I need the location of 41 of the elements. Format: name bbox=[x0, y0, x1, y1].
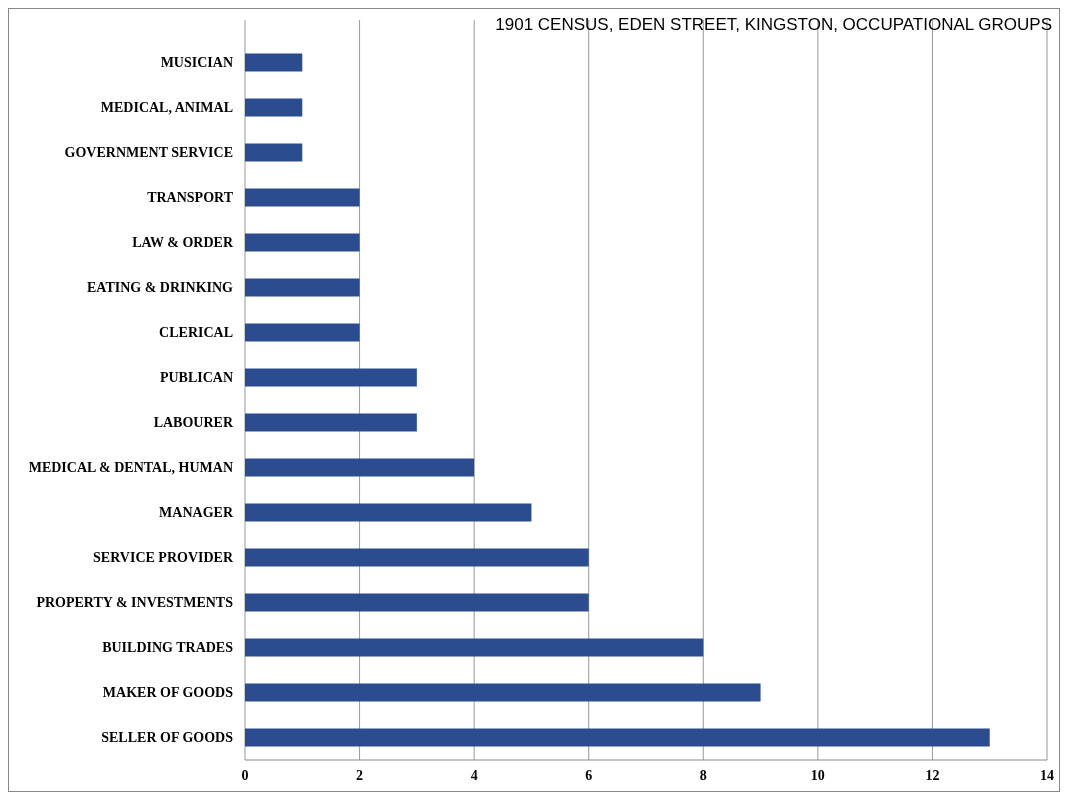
y-tick-label: CLERICAL bbox=[159, 325, 233, 341]
x-tick-label: 14 bbox=[1040, 768, 1054, 783]
bar bbox=[245, 728, 990, 747]
y-tick-label: MANAGER bbox=[159, 505, 234, 521]
bar bbox=[245, 683, 761, 702]
bar bbox=[245, 593, 589, 612]
x-tick-label: 10 bbox=[810, 768, 825, 783]
y-tick-label: EATING & DRINKING bbox=[87, 280, 234, 296]
y-tick-label: MAKER OF GOODS bbox=[102, 685, 234, 701]
bar bbox=[245, 98, 303, 117]
y-tick-label: PUBLICAN bbox=[159, 370, 233, 386]
bar bbox=[245, 413, 417, 432]
bar bbox=[245, 233, 360, 252]
bar bbox=[245, 143, 303, 162]
x-tick-label: 12 bbox=[925, 768, 940, 783]
x-tick-label: 4 bbox=[470, 768, 478, 783]
bar bbox=[245, 53, 303, 72]
x-tick-label: 8 bbox=[699, 768, 707, 783]
y-tick-label: TRANSPORT bbox=[147, 190, 234, 206]
y-tick-label: SELLER OF GOODS bbox=[101, 730, 234, 746]
x-tick-label: 2 bbox=[356, 768, 364, 783]
bar bbox=[245, 368, 417, 387]
bar bbox=[245, 548, 589, 567]
y-tick-label: BUILDING TRADES bbox=[102, 640, 234, 656]
chart-title: 1901 CENSUS, EDEN STREET, KINGSTON, OCCUPATIONAL GROUPS bbox=[495, 15, 1052, 34]
y-tick-label: MUSICIAN bbox=[160, 55, 233, 71]
y-tick-label: LABOURER bbox=[153, 415, 234, 431]
x-tick-label: 0 bbox=[241, 768, 249, 783]
y-tick-label: SERVICE PROVIDER bbox=[93, 550, 234, 566]
bar bbox=[245, 638, 704, 657]
bar bbox=[245, 278, 360, 297]
y-tick-label: PROPERTY & INVESTMENTS bbox=[36, 595, 234, 611]
y-tick-label: LAW & ORDER bbox=[132, 235, 234, 251]
bar bbox=[245, 323, 360, 342]
bar bbox=[245, 503, 532, 522]
bar bbox=[245, 458, 475, 477]
x-tick-label: 6 bbox=[585, 768, 593, 783]
y-tick-label: GOVERNMENT SERVICE bbox=[64, 145, 233, 161]
y-tick-label: MEDICAL, ANIMAL bbox=[100, 100, 233, 116]
y-tick-label: MEDICAL & DENTAL, HUMAN bbox=[28, 460, 233, 476]
bar bbox=[245, 188, 360, 207]
